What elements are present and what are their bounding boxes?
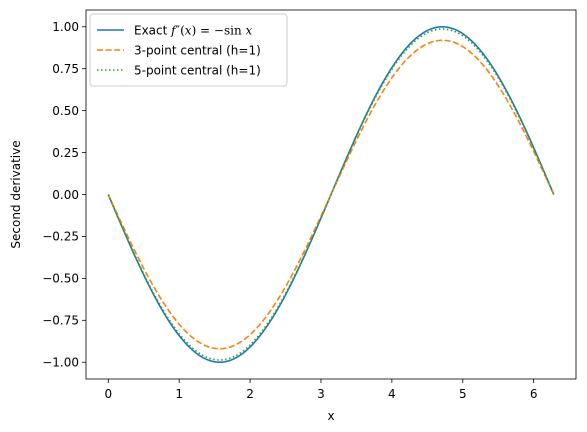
x-axis-label: x xyxy=(327,409,334,423)
legend: Exact f″(x) = −sin x 3-point central (h=… xyxy=(89,13,288,87)
x-tick-label-4: 4 xyxy=(388,387,396,401)
y-tick-label-6: −0.50 xyxy=(42,272,79,286)
y-axis-label: Second derivative xyxy=(9,140,23,248)
series-layer xyxy=(107,25,555,364)
x-axis-ticks: 0 1 2 3 4 5 6 xyxy=(104,379,537,401)
y-tick-label-5: −0.25 xyxy=(42,230,79,244)
x-tick-label-2: 2 xyxy=(246,387,254,401)
y-axis-ticks: 1.00 0.75 0.50 0.25 0.00 −0.25 −0.50 −0.75 −1.00 xyxy=(42,20,86,370)
x-tick-label-5: 5 xyxy=(459,387,467,401)
y-tick-label-4: 0.00 xyxy=(52,188,79,202)
y-tick-label-0: 1.00 xyxy=(52,20,79,34)
y-tick-label-7: −0.75 xyxy=(42,314,79,328)
legend-label-3pt: 3-point central (h=1) xyxy=(134,44,261,58)
y-tick-label-3: 0.25 xyxy=(52,146,79,160)
x-tick-label-1: 1 xyxy=(175,387,183,401)
series-line-2 xyxy=(107,28,555,361)
x-tick-label-3: 3 xyxy=(317,387,325,401)
y-tick-label-2: 0.50 xyxy=(52,104,79,118)
y-tick-label-1: 0.75 xyxy=(52,62,79,76)
legend-frame xyxy=(89,13,288,87)
legend-label-5pt: 5-point central (h=1) xyxy=(134,64,261,78)
legend-label-exact: Exact f″(x) = −sin x xyxy=(134,24,253,38)
x-tick-label-6: 6 xyxy=(530,387,538,401)
x-tick-label-0: 0 xyxy=(104,387,112,401)
y-tick-label-8: −1.00 xyxy=(42,356,79,370)
